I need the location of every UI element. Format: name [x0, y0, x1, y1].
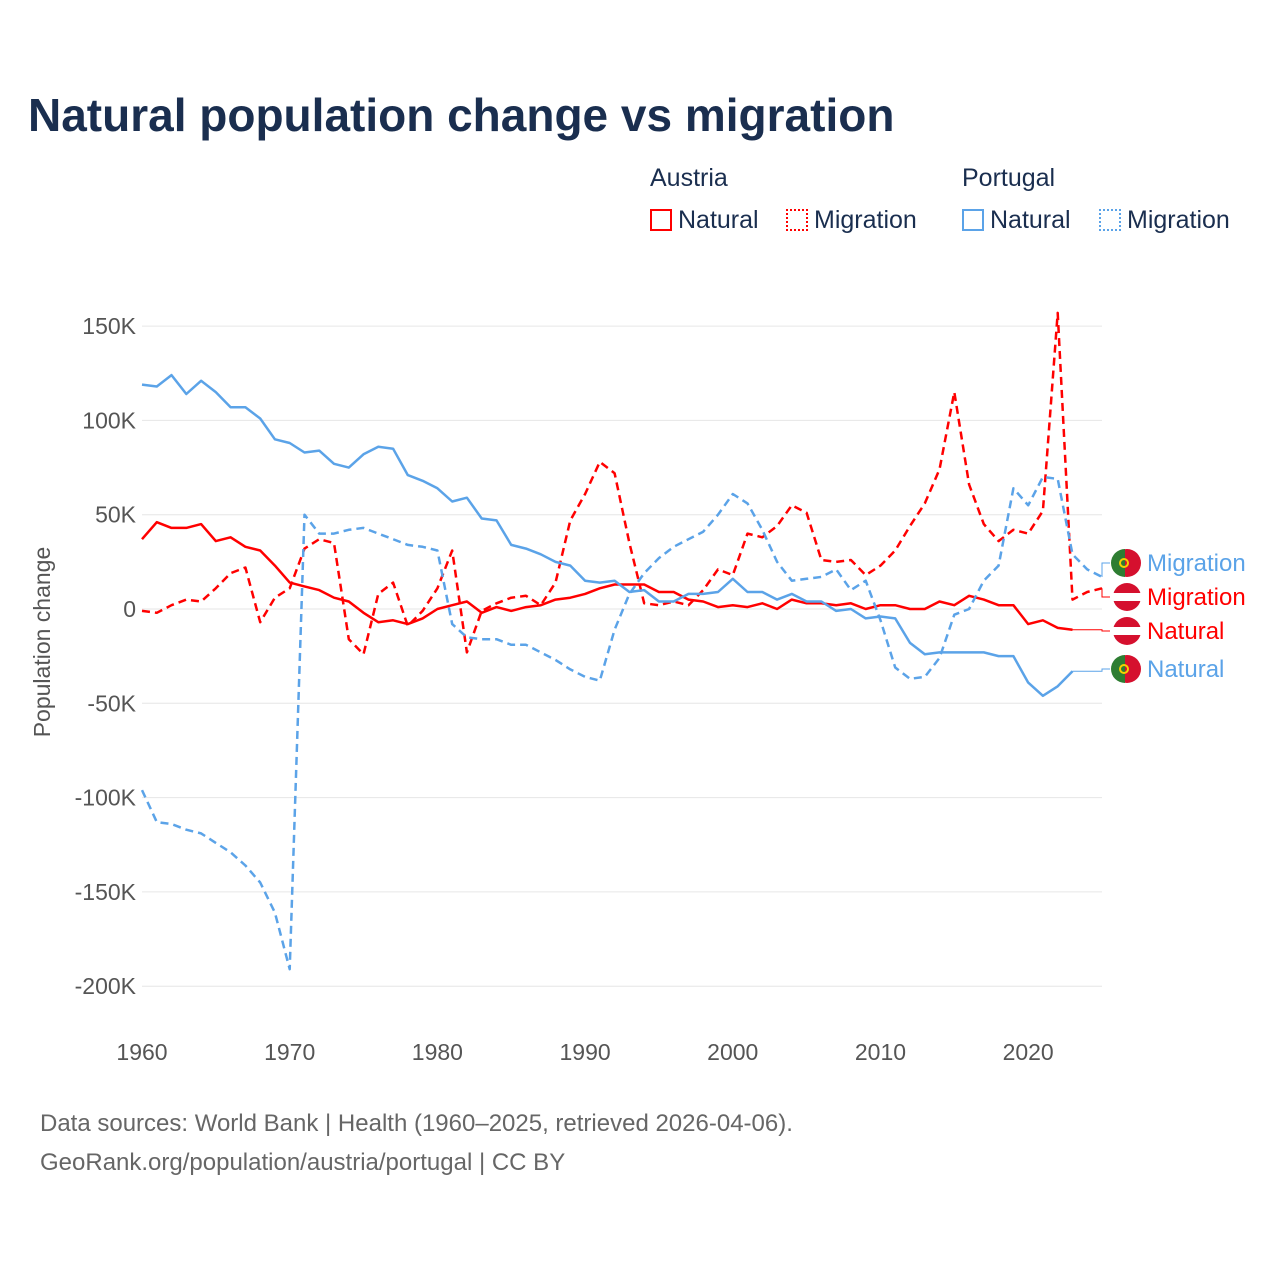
chart-title: Natural population change vs migration [28, 89, 895, 141]
y-tick-label: 150K [82, 313, 136, 339]
y-tick-label: -100K [75, 785, 137, 811]
x-tick-label: 2000 [707, 1039, 758, 1065]
portugal-flag-icon [1111, 655, 1125, 683]
footer-url[interactable]: GeoRank.org/population/austria/portugal … [40, 1149, 566, 1176]
y-tick-label: 0 [123, 596, 136, 622]
x-tick-label: 1990 [559, 1039, 610, 1065]
austria-flag-icon [1113, 627, 1141, 635]
y-tick-label: -150K [75, 879, 137, 905]
portugal-flag-icon [1119, 664, 1129, 674]
x-tick-label: 2010 [855, 1039, 906, 1065]
legend-group-portugal: Portugal [962, 164, 1056, 192]
end-label-connector [1072, 629, 1110, 632]
end-label-connector [1072, 668, 1110, 672]
legend-austria-migration[interactable]: Migration [786, 206, 917, 235]
x-tick-label: 1970 [264, 1039, 315, 1065]
end-label: Natural [1147, 618, 1224, 645]
legend-austria-natural[interactable]: Natural [650, 206, 759, 235]
x-tick-label: 2020 [1003, 1039, 1054, 1065]
end-label-connector [1101, 562, 1110, 577]
legend-group-austria: Austria [650, 164, 728, 192]
y-tick-label: 100K [82, 407, 136, 433]
y-tick-label: 50K [95, 502, 137, 528]
x-tick-label: 1980 [412, 1039, 463, 1065]
y-tick-label: -200K [75, 973, 137, 999]
legend-swatch [786, 209, 808, 231]
series-line-portugal-natural [141, 373, 1074, 698]
end-label: Migration [1147, 550, 1246, 577]
portugal-flag-icon [1111, 549, 1125, 577]
x-tick-label: 1960 [116, 1039, 167, 1065]
legend-portugal-migration[interactable]: Migration [1099, 206, 1230, 235]
footer-sources: Data sources: World Bank | Health (1960–… [40, 1110, 793, 1137]
portugal-flag-icon [1119, 558, 1129, 568]
series-line-austria-migration [141, 311, 1103, 656]
legend-swatch [1099, 209, 1121, 231]
legend-swatch [962, 209, 984, 231]
series-line-austria-natural [141, 520, 1073, 631]
y-axis-label: Population change [29, 547, 55, 738]
series-line-portugal-migration [140, 475, 1103, 971]
end-label: Natural [1147, 656, 1224, 683]
end-label: Migration [1147, 584, 1246, 611]
legend-swatch [650, 209, 672, 231]
austria-flag-icon [1113, 593, 1141, 601]
end-label-connector [1101, 588, 1110, 598]
y-tick-label: -50K [87, 690, 136, 716]
legend-portugal-natural[interactable]: Natural [962, 206, 1071, 235]
